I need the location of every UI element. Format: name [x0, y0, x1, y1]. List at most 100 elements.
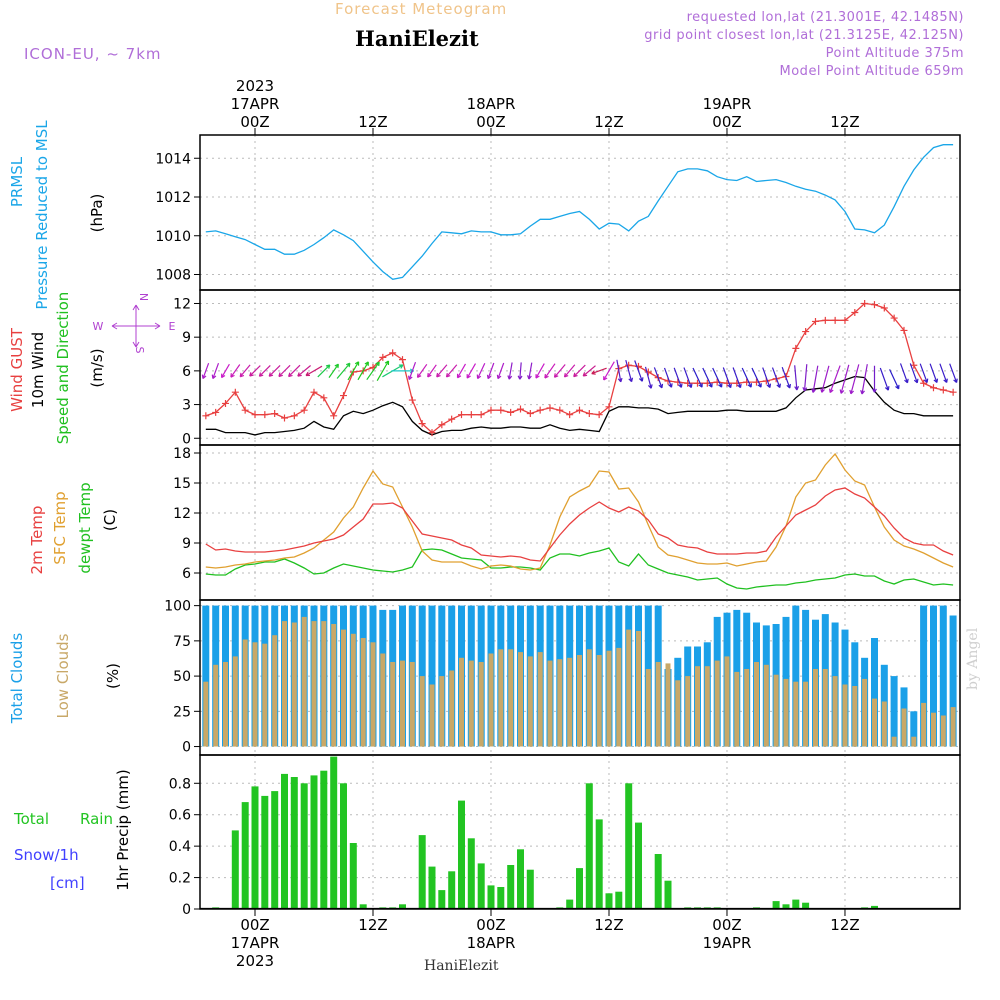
time-label-bottom: 00Z: [240, 916, 269, 934]
low-clouds-bar: [409, 662, 415, 747]
wind-gust-line-marker: [851, 308, 859, 316]
rain-bar: [595, 819, 603, 909]
y-tick-label: 6: [182, 566, 191, 582]
wind-gust-line-marker: [861, 299, 869, 307]
date-label-top: 19APR: [703, 95, 752, 113]
low-clouds-bar: [931, 712, 936, 747]
wind-direction-arrow: [239, 364, 251, 378]
total-clouds-bar: [428, 605, 436, 747]
wind-gust-line-marker: [448, 415, 456, 423]
low-clouds-bar: [311, 621, 317, 747]
wind-gust-line-marker: [556, 406, 564, 414]
low-clouds-bar: [744, 669, 750, 747]
wind-gust-line-marker: [241, 406, 249, 414]
low-clouds-bar: [468, 660, 474, 747]
y-tick-label: 12: [173, 506, 191, 522]
wind-direction-arrow: [949, 363, 958, 383]
low-clouds-bar: [842, 684, 848, 747]
ylabel-2m-temp: 2m Temp: [28, 506, 46, 575]
time-label-top: 00Z: [712, 113, 741, 131]
low-clouds-bar: [714, 660, 720, 747]
low-clouds-bar: [832, 676, 838, 747]
model-label: ICON-EU, ~ 7km: [24, 45, 162, 63]
y-tick-label: 1008: [155, 268, 191, 284]
low-clouds-bar: [891, 736, 897, 747]
low-clouds-bar: [301, 616, 307, 747]
wind-direction-arrow: [230, 364, 241, 378]
time-label-bottom: 12Z: [358, 916, 387, 934]
wind-direction-arrow: [692, 367, 703, 388]
rain-bar: [585, 783, 593, 909]
y-tick-label: 18: [173, 446, 191, 462]
wind-speed-line: [205, 375, 954, 436]
ylabel-low-clouds: Low Clouds: [54, 633, 72, 718]
y-tick-label: 9: [182, 536, 191, 552]
wind-direction-arrow: [507, 362, 513, 380]
rain-bar: [526, 869, 534, 909]
low-clouds-bar: [557, 659, 563, 747]
low-clouds-bar: [645, 669, 651, 747]
low-clouds-bar: [685, 676, 691, 747]
wind-gust-line-marker: [231, 388, 239, 396]
wind-direction-arrow: [347, 361, 360, 381]
low-clouds-bar: [862, 678, 868, 747]
low-clouds-bar: [763, 664, 769, 747]
low-clouds-bar: [793, 681, 799, 747]
wind-direction-arrow: [644, 366, 653, 389]
rain-bar: [261, 795, 269, 909]
wind-gust-line-marker: [526, 410, 534, 418]
low-clouds-bar: [203, 681, 209, 747]
time-label-top: 12Z: [358, 113, 387, 131]
low-clouds-bar: [940, 715, 946, 747]
rain-bar: [517, 849, 524, 909]
wind-direction-arrow: [496, 362, 505, 380]
wind-gust-line-marker: [831, 316, 839, 324]
wind-direction-arrow: [889, 369, 900, 390]
low-clouds-bar: [331, 624, 337, 747]
low-clouds-bar: [419, 676, 425, 747]
low-clouds-bar: [400, 660, 405, 747]
ylabel-celsius: (C): [101, 509, 119, 531]
wind-direction-arrow: [553, 364, 566, 378]
rain-bar: [635, 822, 642, 909]
wind-gust-line-marker: [811, 317, 819, 325]
wind-direction-arrow: [829, 365, 841, 394]
wind-direction-arrow: [357, 361, 369, 381]
wind-direction-arrow: [712, 367, 723, 388]
wind-direction-arrow: [336, 362, 351, 379]
low-clouds-bar: [881, 701, 887, 747]
wind-gust-line-marker: [929, 384, 937, 392]
rain-bar: [615, 891, 623, 909]
low-clouds-bar: [754, 662, 759, 747]
wind-direction-arrow: [794, 365, 800, 391]
wind-direction-arrow: [573, 364, 586, 378]
wind-gust-line-marker: [212, 408, 220, 416]
low-clouds-bar: [704, 666, 710, 747]
rain-bar: [271, 791, 279, 909]
wind-gust-line-marker: [330, 412, 338, 420]
low-clouds-bar: [242, 639, 248, 747]
wind-gust-line-marker: [320, 394, 328, 402]
ylabel-prmsl: PRMSL: [8, 156, 26, 207]
wind-direction-arrow: [427, 364, 437, 378]
time-label-bottom: 12Z: [830, 916, 859, 934]
date-label-top: 17APR: [231, 95, 280, 113]
low-clouds-bar: [773, 674, 779, 747]
y-tick-label: 75: [173, 634, 191, 650]
wind-gust-line-marker: [398, 356, 406, 364]
wind-gust-line-marker: [949, 388, 957, 396]
wind-gust-line-marker: [438, 421, 446, 429]
low-clouds-bar: [567, 657, 573, 747]
total-clouds-bar: [949, 615, 957, 747]
rain-bar: [458, 800, 465, 909]
wind-direction-arrow: [732, 367, 742, 389]
rain-bar: [477, 863, 485, 909]
wind-direction-arrow: [305, 365, 323, 377]
low-clouds-bar: [449, 670, 455, 747]
wind-gust-line-marker: [202, 412, 210, 420]
wind-direction-arrow: [673, 367, 683, 388]
wind-direction-arrow: [919, 363, 929, 383]
low-clouds-bar: [291, 622, 297, 747]
y-tick-label: 1014: [155, 151, 191, 167]
rain-bar: [418, 835, 426, 909]
